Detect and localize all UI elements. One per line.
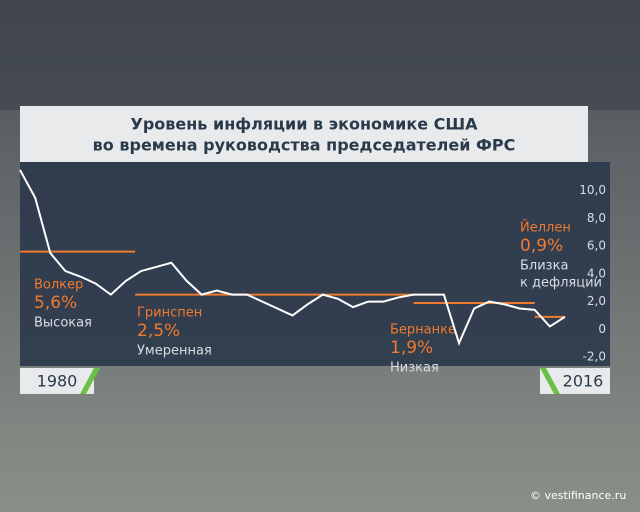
y-tick-label: 8,0 — [587, 211, 606, 225]
era-value: 2,5% — [137, 321, 180, 341]
y-tick-label: 10,0 — [579, 183, 606, 197]
y-tick-label: 2,0 — [587, 294, 606, 308]
x-label-box — [20, 368, 94, 394]
era-description: Низкая — [390, 361, 439, 376]
y-tick-label: 0 — [598, 322, 606, 336]
era-description: Близка — [520, 259, 568, 274]
chart-title: Уровень инфляции в экономике США — [130, 115, 478, 134]
x-label: 1980 — [37, 372, 78, 391]
y-tick-label: 4,0 — [587, 266, 606, 280]
data-line — [19, 169, 566, 346]
era-name: Волкер — [34, 278, 83, 293]
era-value: 1,9% — [390, 338, 433, 358]
era-name: Бернанке — [390, 323, 456, 338]
backdrop — [0, 0, 640, 110]
accent — [80, 368, 100, 394]
chart-panel — [20, 162, 610, 366]
era-description: Высокая — [34, 316, 92, 331]
era-description: Умеренная — [137, 344, 212, 359]
y-tick-label: 6,0 — [587, 239, 606, 253]
chart-subtitle: во времена руководства председателей ФРС — [93, 136, 516, 155]
era-description: к дефляции — [520, 276, 602, 291]
y-tick-label: -2,0 — [583, 350, 606, 364]
title-box — [20, 106, 588, 162]
source: © vestifinance.ru — [530, 489, 626, 502]
era-value: 5,6% — [34, 293, 77, 313]
x-label: 2016 — [563, 372, 604, 391]
era-name: Йеллен — [520, 220, 571, 236]
era-value: 0,9% — [520, 236, 563, 256]
era-name: Гринспен — [137, 306, 202, 321]
accent — [540, 368, 560, 394]
